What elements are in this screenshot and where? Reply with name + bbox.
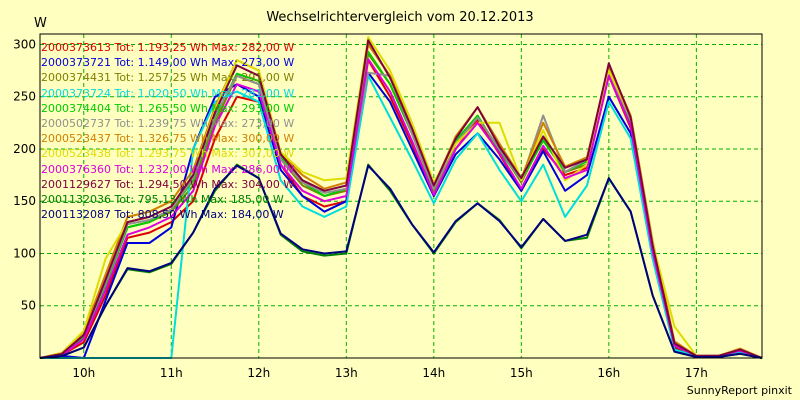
y-tick-label: 50 — [21, 299, 36, 313]
x-tick-label: 17h — [685, 366, 708, 380]
legend-entry: 2000376360 Tot: 1.232,00 Wh Max: 286,00 … — [41, 162, 295, 176]
x-tick-label: 15h — [510, 366, 533, 380]
x-tick-label: 11h — [160, 366, 183, 380]
y-tick-label: 300 — [13, 37, 36, 51]
y-tick-label: 250 — [13, 90, 36, 104]
legend-entry: 2001132036 Tot: 795,13 Wh Max: 185,00 W — [41, 193, 284, 207]
legend-entry: 2001132087 Tot: 808,50 Wh Max: 184,00 W — [41, 208, 284, 222]
legend-entry: 2000374404 Tot: 1.265,50 Wh Max: 293,00 … — [41, 101, 295, 115]
x-tick-label: 10h — [72, 366, 95, 380]
legend: 2000373613 Tot: 1.193,25 Wh Max: 282,00 … — [41, 40, 294, 222]
chart-title: Wechselrichtervergleich vom 20.12.2013 — [266, 10, 534, 25]
plot-frame — [39, 33, 763, 359]
legend-entry: 2000373613 Tot: 1.193,25 Wh Max: 282,00 … — [41, 41, 295, 54]
series-line-9 — [39, 58, 763, 359]
y-tick-label: 150 — [13, 194, 36, 208]
legend-entry: 2000374431 Tot: 1.257,25 Wh Max: 291,00 … — [41, 71, 295, 85]
legend-entry: 2000373721 Tot: 1.149,00 Wh Max: 273,00 … — [41, 56, 295, 70]
series-line-10 — [39, 39, 763, 359]
legend-entry: 2000523438 Tot: 1.293,75 Wh Max: 307,00 … — [41, 147, 295, 161]
legend-entry: 2000373724 Tot: 1.020,50 Wh Max: 281,00 … — [41, 86, 295, 100]
y-tick-label: 100 — [13, 246, 36, 260]
x-tick-label: 13h — [335, 366, 358, 380]
x-tick-label: 16h — [597, 366, 620, 380]
x-tick-label: 14h — [422, 366, 445, 380]
legend-entry: 2001129627 Tot: 1.294,50 Wh Max: 304,00 … — [41, 177, 295, 191]
y-axis-unit: W — [34, 16, 47, 31]
legend-entry: 2000523437 Tot: 1.326,75 Wh Max: 300,00 … — [41, 132, 295, 146]
y-tick-label: 200 — [13, 142, 36, 156]
series-line-12 — [39, 164, 763, 359]
footer-credit: SunnyReport pinxit — [686, 384, 792, 397]
legend-entry: 2000502737 Tot: 1.239,75 Wh Max: 273,00 … — [41, 117, 295, 131]
x-tick-label: 12h — [247, 366, 270, 380]
